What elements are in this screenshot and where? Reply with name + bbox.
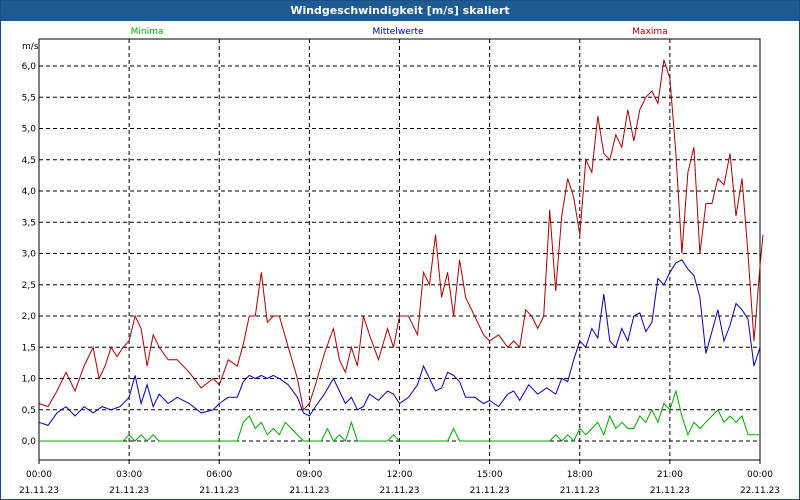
x-tick-date: 22.11.23 <box>740 486 780 496</box>
x-tick-date: 21.11.23 <box>650 486 690 496</box>
x-tick-time: 00:00 <box>26 470 52 480</box>
series-line-mittelwerte <box>38 259 761 426</box>
y-tick-label: 2,5 <box>22 281 36 291</box>
x-tick-date: 21.11.23 <box>379 486 419 496</box>
x-tick-date: 21.11.23 <box>19 486 59 496</box>
y-tick-label: 5,5 <box>22 93 36 103</box>
series-line-minima <box>39 389 760 442</box>
legend: Minima Mittelwerte Maxima <box>131 27 668 37</box>
y-tick-label: 6,0 <box>22 62 37 72</box>
legend-mittelwerte: Mittelwerte <box>372 27 423 37</box>
x-tick-time: 15:00 <box>477 470 503 480</box>
legend-minima: Minima <box>131 27 164 37</box>
x-tick-date: 21.11.23 <box>560 486 600 496</box>
x-tick-date: 21.11.23 <box>289 486 329 496</box>
x-tick-date: 21.11.23 <box>199 486 239 496</box>
x-tick-time: 03:00 <box>116 470 142 480</box>
y-tick-label: 0,0 <box>22 437 37 447</box>
y-axis-ticks: 0,0 0,5 1,0 1,5 2,0 2,5 3,0 3,5 4,0 4,5 5,0 5,5 6,0 <box>22 62 37 447</box>
y-tick-label: 4,5 <box>22 156 36 166</box>
x-tick-time: 21:00 <box>657 470 683 480</box>
y-tick-label: 2,0 <box>22 312 37 322</box>
y-axis-unit-label: m/s <box>22 42 39 52</box>
x-tick-date: 21.11.23 <box>470 486 510 496</box>
series-line-maxima <box>38 59 764 411</box>
y-tick-label: 0,5 <box>22 406 36 416</box>
x-tick-time: 00:00 <box>747 470 773 480</box>
x-tick-time: 18:00 <box>567 470 593 480</box>
y-tick-label: 3,0 <box>22 250 37 260</box>
legend-maxima: Maxima <box>632 27 667 37</box>
y-tick-label: 3,5 <box>22 218 36 228</box>
y-tick-label: 4,0 <box>22 187 37 197</box>
y-tick-label: 1,0 <box>22 375 37 385</box>
x-tick-time: 12:00 <box>387 470 413 480</box>
x-tick-time: 09:00 <box>296 470 322 480</box>
x-axis-ticks: 00:00 21.11.23 03:00 21.11.23 06:00 21.11.23 0… <box>19 460 780 496</box>
x-tick-date: 21.11.23 <box>109 486 149 496</box>
series-lines <box>38 59 764 442</box>
y-tick-label: 1,5 <box>22 343 36 353</box>
x-tick-time: 06:00 <box>206 470 232 480</box>
y-tick-label: 5,0 <box>22 125 37 135</box>
chart-title: Windgeschwindigkeit [m/s] skaliert <box>1 1 799 21</box>
